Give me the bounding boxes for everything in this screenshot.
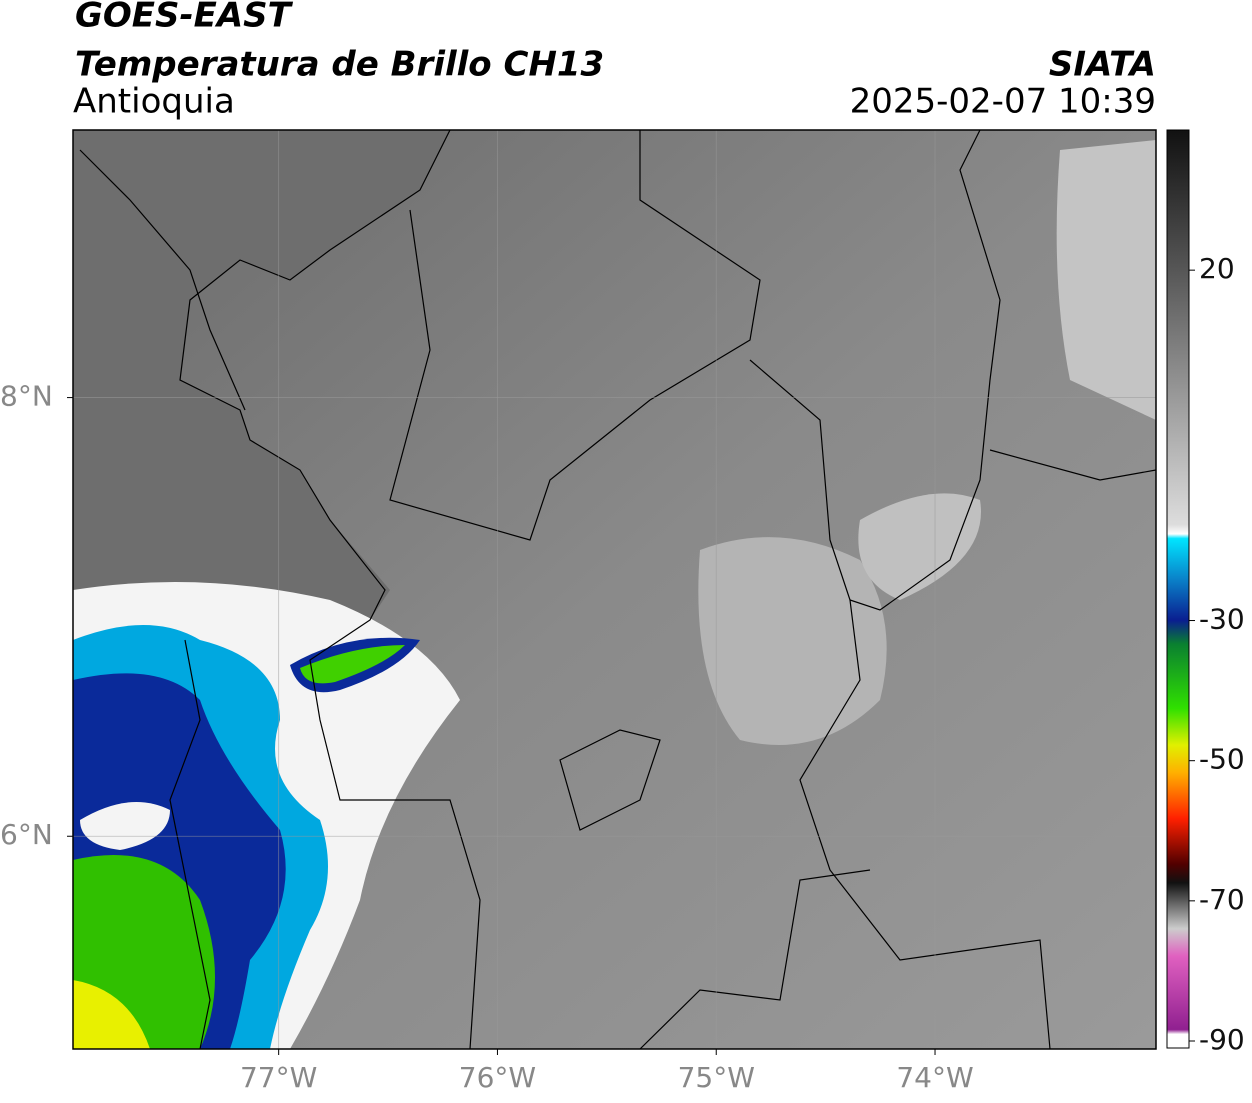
cold-cloud <box>300 645 405 684</box>
cold-cloud <box>73 980 150 1049</box>
colorbar-tick-label: -30 <box>1199 603 1245 636</box>
y-tick-label: 6°N <box>0 818 53 851</box>
x-tick-label: 77°W <box>240 1061 317 1094</box>
colorbar-tick-label: -90 <box>1199 1023 1245 1056</box>
y-tick-label: 8°N <box>0 380 53 413</box>
colorbar-tick-label: 20 <box>1199 252 1235 285</box>
title: GOES-EAST <box>75 0 294 36</box>
map-frame <box>72 129 1157 1050</box>
colorbar <box>1166 129 1190 1049</box>
borders <box>79 130 1156 1049</box>
warm-cloud <box>858 493 981 600</box>
warm-cloud <box>698 537 887 745</box>
colorbar-tick-label: -50 <box>1199 743 1245 776</box>
subtitle: Temperatura de Brillo CH13 <box>75 45 604 85</box>
sea <box>73 130 450 650</box>
warm-cloud <box>1056 140 1156 420</box>
x-tick-label: 76°W <box>459 1061 536 1094</box>
source: SIATA <box>1049 45 1156 85</box>
colorbar-tick-label: -70 <box>1199 883 1245 916</box>
cloud-gap <box>80 802 170 850</box>
datetime: 2025-02-07 10:39 <box>850 82 1156 122</box>
region: Antioquia <box>73 82 235 122</box>
map-image <box>73 130 1156 1049</box>
grid <box>73 130 1156 1049</box>
x-tick-label: 74°W <box>896 1061 973 1094</box>
x-tick-label: 75°W <box>678 1061 755 1094</box>
